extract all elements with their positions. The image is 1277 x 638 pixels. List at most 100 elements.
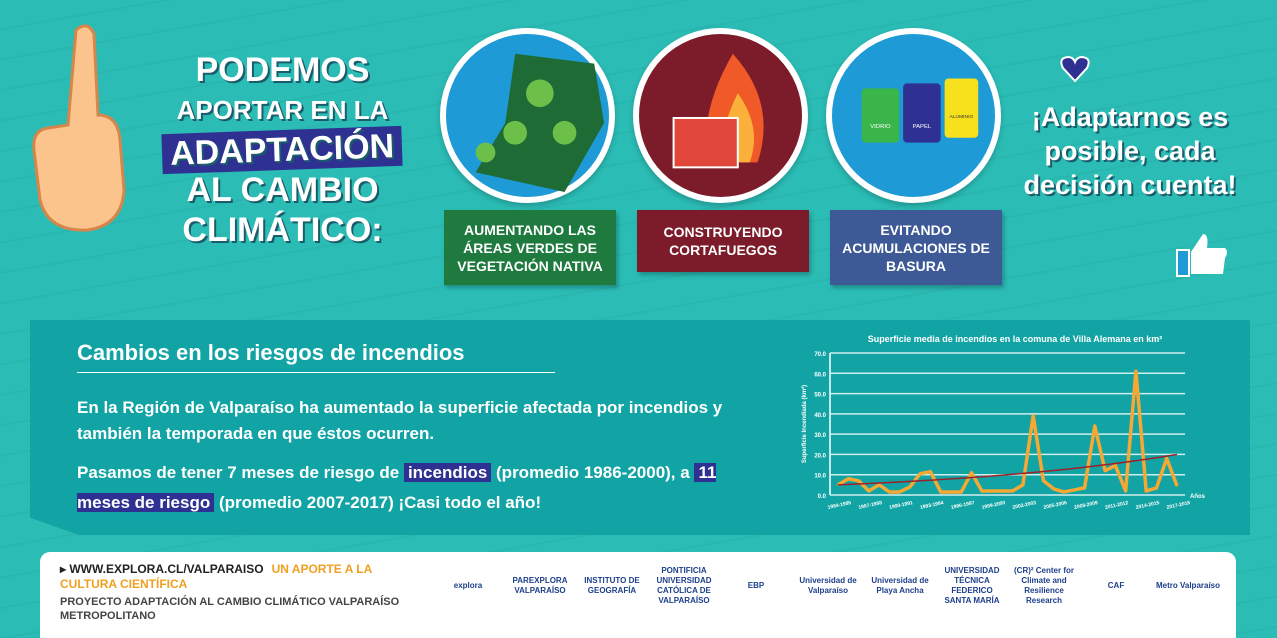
headline-highlight: ADAPTACIÓN	[161, 125, 404, 175]
partner-logo: Metro Valparaíso	[1155, 581, 1221, 590]
headline-line: PODEMOS	[195, 51, 370, 89]
vegetation-icon	[440, 28, 615, 203]
x-tick-label: 2017-2018	[1166, 500, 1191, 511]
info-panel	[30, 320, 1250, 535]
data-point	[981, 490, 983, 492]
data-point	[939, 491, 942, 493]
website-link[interactable]: ▸ WWW.EXPLORA.CL/VALPARAISO	[60, 562, 264, 576]
panel-title: Cambios en los riesgos de incendios	[77, 340, 555, 373]
x-tick-label: 1996-1997	[950, 500, 975, 511]
partner-logo: Universidad de Playa Ancha	[871, 576, 929, 595]
bin-label: VIDRIO	[870, 124, 891, 130]
x-tick-label: 1993-1994	[920, 500, 945, 511]
partner-logo: UNIVERSIDAD TÉCNICA FEDERICO SANTA MARÍA	[944, 566, 1000, 605]
data-point	[1094, 425, 1096, 427]
data-point	[909, 486, 911, 488]
data-point	[1124, 490, 1127, 492]
data-point	[1001, 490, 1004, 492]
action-label-waste: EVITANDO ACUMULACIONES DE BASURA	[830, 210, 1002, 285]
data-point	[1104, 469, 1106, 472]
data-point	[1063, 491, 1065, 493]
headline: PODEMOS APORTAR EN LA ADAPTACIÓN AL CAMB…	[140, 50, 425, 250]
x-tick-label: 2014-2015	[1135, 500, 1160, 511]
footer: ▸ WWW.EXPLORA.CL/VALPARAISO UN APORTE A L…	[40, 552, 1236, 638]
data-point	[1042, 480, 1045, 482]
y-axis-label: Superficie Incendiada (km²)	[801, 385, 808, 463]
panel-paragraph: En la Región de Valparaíso ha aumentado …	[77, 398, 723, 443]
text: (promedio 1986-2000), a	[491, 463, 695, 482]
x-tick-label: 2008-2009	[1074, 500, 1099, 511]
y-tick-label: 20.0	[814, 453, 826, 459]
partner-logo: PAREXPLORA VALPARAÍSO	[512, 576, 568, 595]
action-label-firebreaks: CONSTRUYENDO CORTAFUEGOS	[637, 210, 809, 272]
text: Pasamos de tener 7 meses de riesgo de	[77, 463, 404, 482]
y-tick-label: 0.0	[818, 494, 827, 500]
slogan: ¡Adaptarnos es posible, cada decisión cu…	[1023, 102, 1237, 200]
data-point	[898, 491, 901, 493]
footer-line: ▸ WWW.EXPLORA.CL/VALPARAISO UN APORTE A L…	[60, 562, 420, 592]
x-axis-label: Años	[1190, 494, 1206, 500]
partner-logo: Universidad de Valparaíso	[799, 576, 857, 595]
x-tick-label: 1990-1991	[889, 500, 914, 511]
data-point	[1052, 488, 1055, 490]
data-point	[950, 491, 952, 493]
data-point	[1032, 415, 1034, 417]
y-tick-label: 40.0	[814, 413, 826, 419]
firewall-icon	[633, 28, 808, 203]
panel-paragraph: Pasamos de tener 7 meses de riesgo de in…	[77, 458, 767, 518]
y-tick-label: 70.0	[814, 352, 826, 358]
data-point	[1114, 464, 1117, 467]
pointing-hand-icon	[32, 24, 126, 232]
data-point	[1145, 490, 1147, 492]
heart-icon	[1060, 55, 1090, 83]
data-point	[1135, 370, 1137, 373]
recycling-bins-icon: VIDRIO PAPEL ALUMINIO	[826, 28, 1001, 203]
data-point	[868, 490, 870, 492]
headline-line: AL CAMBIO	[186, 171, 379, 209]
data-point	[847, 477, 850, 480]
x-tick-label: 1987-1988	[858, 500, 883, 511]
y-tick-label: 10.0	[814, 474, 826, 480]
footer-text: ▸ WWW.EXPLORA.CL/VALPARAISO UN APORTE A L…	[60, 562, 420, 623]
bin-label: ALUMINIO	[950, 114, 974, 120]
partner-logo: EBP	[747, 581, 765, 590]
y-tick-label: 30.0	[814, 433, 826, 439]
x-tick-label: 2011-2012	[1105, 500, 1130, 511]
partner-logo: explora	[453, 581, 483, 590]
data-point	[1083, 487, 1086, 489]
text: (promedio 2007-2017) ¡Casi todo el año!	[214, 493, 542, 512]
fire-area-chart: Superficie media de incendios en la comu…	[801, 334, 1206, 511]
data-point	[991, 490, 993, 492]
headline-line: CLIMÁTICO:	[182, 211, 383, 249]
data-point	[1155, 487, 1158, 489]
data-point	[857, 480, 860, 482]
project-name: PROYECTO ADAPTACIÓN AL CAMBIO CLIMÁTICO …	[60, 596, 400, 622]
x-tick-label: 1999-2000	[981, 500, 1006, 511]
data-point	[878, 484, 880, 486]
partner-logo: (CR)² Center for Climate and Resilience …	[1014, 566, 1074, 605]
tagline: UN APORTE A LA CULTURA CIENTÍFICA	[60, 562, 372, 591]
chart-title: Superficie media de incendios en la comu…	[868, 334, 1163, 344]
data-point	[1073, 489, 1076, 491]
y-tick-label: 50.0	[814, 393, 826, 399]
partner-logo: CAF	[1107, 581, 1125, 590]
y-tick-label: 60.0	[814, 372, 826, 378]
data-point	[888, 491, 891, 493]
data-point	[1176, 485, 1178, 487]
highlight: incendios	[403, 463, 492, 482]
data-point	[1165, 457, 1168, 460]
partner-logo: PONTIFICIA UNIVERSIDAD CATÓLICA DE VALPA…	[656, 566, 712, 605]
data-point	[1011, 490, 1014, 492]
data-point	[929, 470, 932, 473]
data-point	[919, 472, 921, 475]
partner-logos: explora PAREXPLORA VALPARAÍSO INSTITUTO DE…	[435, 566, 1225, 606]
headline-line: APORTAR EN LA	[176, 95, 389, 125]
trend-line	[837, 453, 1178, 486]
data-point	[960, 491, 963, 493]
action-label-green-areas: AUMENTANDO LAS ÁREAS VERDES DE VEGETACIÓ…	[444, 210, 616, 285]
thumbs-up-icon	[1176, 234, 1227, 277]
partner-logo: INSTITUTO DE GEOGRAFÍA	[584, 576, 640, 595]
x-tick-label: 2005-2006	[1043, 500, 1068, 511]
x-tick-label: 1984-1985	[827, 500, 852, 511]
series-line-superficie	[837, 369, 1179, 494]
